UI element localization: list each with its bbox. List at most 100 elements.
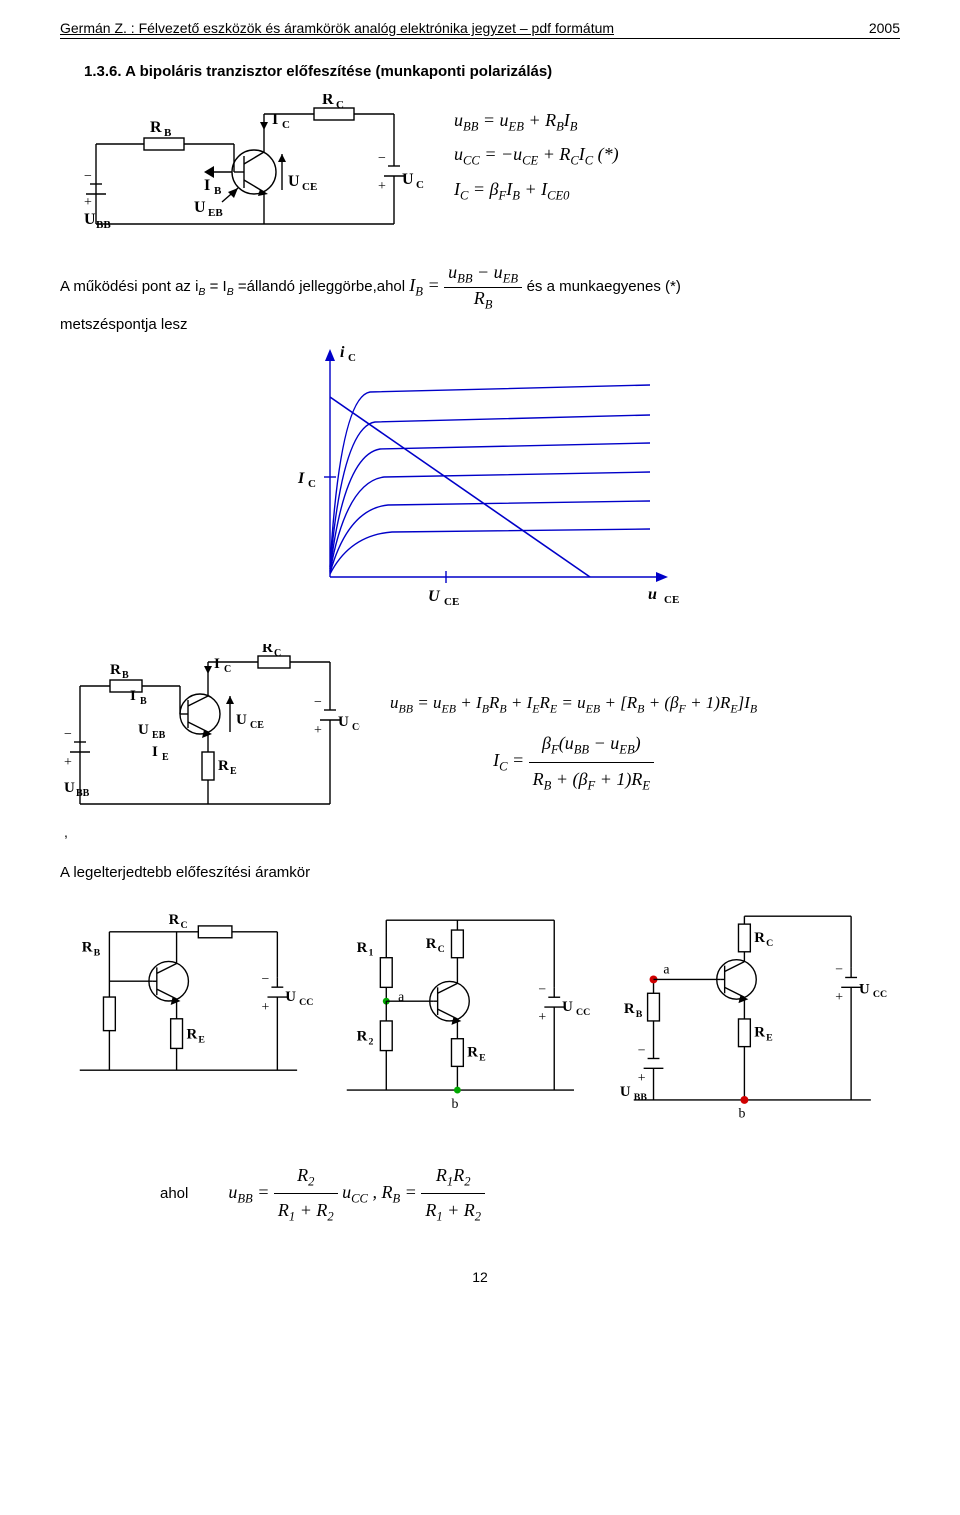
p1-den: RB [444,288,522,313]
p1-m2: =állandó jelleggörbe,ahol [234,278,410,295]
s3c-rb: R [623,1001,634,1017]
s3c-rcs: C [766,938,773,949]
ahol-d1: R1 + R2 [274,1194,338,1228]
s3b-ucc: U [562,999,573,1015]
heading-2: A legelterjedtebb előfeszítési áramkör [60,864,900,881]
schematic2-wrap: − + U BB R B I B U EB I [60,644,360,840]
top-equations: uBB = uEB + RBIB uCC = −uCE + RCIC (*) I… [454,104,619,207]
s3c-uccs: CC [872,989,886,1000]
g-UCEs: CE [444,596,459,608]
ahol-eq1l: uBB = [228,1182,269,1202]
s3a-rbs: B [94,948,101,959]
ahol-label: ahol [160,1185,188,1202]
ubb-sub: BB [96,219,111,231]
s2-rc: R [262,644,273,656]
eq-m2-d: RB + (βF + 1)RE [529,763,654,797]
s3b-r1: R [357,940,368,956]
svg-text:−: − [835,962,843,977]
eq-line2: uCC = −uCE + RCIC (*) [454,138,619,172]
p1-prefix: A működési pont az i [60,278,198,295]
s3c-re: R [754,1025,765,1041]
s2-ucc: U [338,714,349,730]
ahol-frac2: R1R2 R1 + R2 [421,1159,485,1229]
s3c-a: a [663,962,669,977]
header-year: 2005 [869,20,900,36]
p1-eq-left: IB = [409,275,439,295]
ahol-n2: R1R2 [421,1159,485,1194]
svg-text:−: − [538,981,546,996]
s3a-rb: R [82,940,93,956]
s2-res: E [230,766,237,777]
page-number: 12 [60,1269,900,1285]
ib-sub: B [214,185,222,197]
s3c-ucc: U [859,981,870,997]
svg-text:+: + [637,1070,645,1085]
s3b-re: R [467,1045,478,1061]
s2-ics: C [224,664,231,675]
s3a-rc: R [169,912,180,928]
g-ICs: C [308,478,316,490]
metszespont: metszéspontja lesz [60,316,900,333]
ic-sub: C [282,119,290,131]
row-schematic2-eq: − + U BB R B I B U EB I [60,644,900,840]
eq-line1: uBB = uEB + RBIB [454,104,619,138]
svg-text:+: + [378,179,386,194]
g-uce: u [648,586,657,603]
eq-m2-left: IC = [493,750,524,770]
rc-label: R [322,94,334,108]
s2-ic: I [214,656,220,672]
s3c-rbs: B [635,1009,642,1020]
characteristic-curves: i C I C U CE u CE [270,337,690,617]
uce-label: U [288,173,300,190]
schematic-2: − + U BB R B I B U EB I [60,644,360,824]
svg-text:−: − [262,971,270,986]
s3b-res: E [479,1053,486,1064]
s2-rb: R [110,662,121,678]
eq-line3: IC = βFIB + ICE0 [454,173,619,207]
s3c-rc: R [754,930,765,946]
svg-text:−: − [637,1043,645,1058]
section-heading: 1.3.6. A bipoláris tranzisztor előfeszít… [84,63,900,80]
s3a-re: R [186,1027,197,1043]
s3b-b: b [451,1096,458,1111]
p1-frac: uBB − uEB RB [444,262,522,312]
ueb-label: U [194,199,206,216]
comma: , [64,824,68,840]
svg-text:+: + [262,999,270,1014]
s2-uce: U [236,712,247,728]
svg-text:+: + [314,723,322,738]
ueb-sub: EB [208,207,223,219]
s3b-uccs: CC [576,1007,590,1018]
eq-mid-1: uBB = uEB + IBRB + IERE = uEB + [RB + (β… [390,688,757,720]
svg-text:−: − [378,151,386,166]
s2-ies: E [162,752,169,763]
s3b-r2: R [357,1029,368,1045]
three-schematics: R B R E R C [60,901,900,1131]
schematic-3c: − + U BB R B a R E [614,901,901,1131]
g-UCE: U [428,588,441,605]
rb-label: R [150,119,162,136]
s3c-res: E [766,1033,773,1044]
ahol-d2: R1 + R2 [421,1194,485,1228]
ahol-row: ahol uBB = R2 R1 + R2 uCC , RB = R1R2 R1… [160,1159,900,1229]
svg-text:−: − [84,169,92,184]
s2-rcs: C [274,648,281,659]
s2-ie: I [152,744,158,760]
s3b-a: a [398,989,404,1004]
g-IC: I [297,470,305,487]
svg-text:+: + [835,989,843,1004]
ahol-n1: R2 [274,1159,338,1194]
p1-num: uBB − uEB [444,262,522,288]
s3b-rcs: C [438,944,445,955]
ubb-label: U [84,211,96,228]
g-ics: C [348,352,356,364]
s2-rbs: B [122,670,129,681]
s3b-rc: R [426,936,437,952]
g-uces: CE [664,594,679,606]
s3c-ubb: U [619,1084,630,1100]
schematic-3a: R B R E R C [60,901,317,1101]
s3c-b: b [738,1106,745,1121]
svg-text:+: + [84,195,92,210]
rc-sub: C [336,99,344,111]
ucc-sub: CC [416,179,424,191]
